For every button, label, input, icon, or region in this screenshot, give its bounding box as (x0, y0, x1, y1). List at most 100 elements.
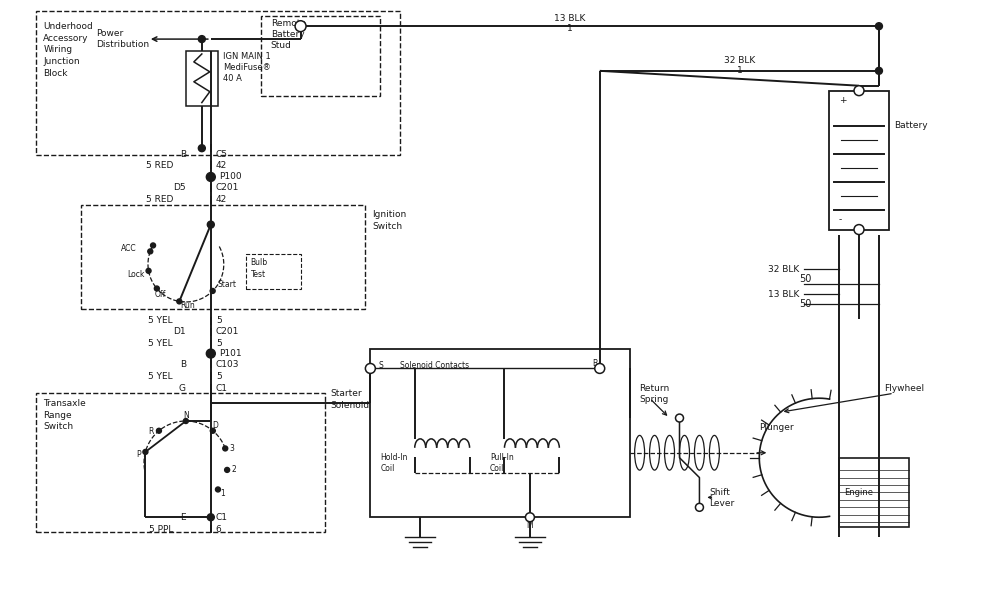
Text: 1: 1 (567, 24, 573, 33)
Text: P100: P100 (219, 172, 241, 181)
Text: 5: 5 (216, 316, 222, 325)
Text: 3: 3 (229, 444, 234, 453)
Text: Transaxle: Transaxle (43, 399, 86, 408)
Circle shape (854, 225, 864, 234)
Bar (246, 254, 301, 289)
Text: Remote: Remote (271, 19, 306, 28)
Circle shape (154, 286, 159, 291)
Text: Flywheel: Flywheel (884, 384, 924, 393)
Bar (839, 457, 909, 527)
Text: Battery: Battery (894, 121, 928, 130)
Text: 5: 5 (216, 372, 222, 381)
Text: C5: C5 (216, 150, 228, 158)
Bar (370, 349, 630, 517)
Circle shape (207, 514, 214, 521)
Text: M: M (527, 521, 533, 530)
Circle shape (183, 419, 188, 423)
Text: Underhood: Underhood (43, 22, 93, 30)
Text: B: B (180, 150, 186, 158)
Text: D: D (212, 421, 218, 430)
Circle shape (875, 23, 882, 30)
Text: Coil: Coil (380, 464, 395, 473)
Text: Ignition: Ignition (372, 210, 407, 219)
Text: 50: 50 (799, 274, 812, 284)
Text: E: E (180, 512, 186, 521)
Text: 40 A: 40 A (223, 74, 242, 83)
Circle shape (156, 428, 161, 433)
Text: P101: P101 (219, 349, 241, 358)
Text: C1: C1 (216, 512, 228, 521)
Bar (829, 91, 889, 230)
Text: Lock: Lock (127, 270, 144, 279)
Text: D1: D1 (173, 327, 186, 336)
Text: G: G (179, 384, 186, 393)
Text: C1: C1 (216, 384, 228, 393)
Text: Switch: Switch (43, 422, 73, 432)
Text: Spring: Spring (640, 395, 669, 404)
Text: 13 BLK: 13 BLK (768, 289, 799, 298)
Text: ACC: ACC (121, 244, 137, 253)
Text: C201: C201 (216, 327, 239, 336)
Text: Lever: Lever (709, 499, 735, 508)
Text: 1: 1 (736, 66, 742, 75)
Circle shape (148, 249, 153, 254)
Text: Wiring: Wiring (43, 45, 72, 54)
Circle shape (198, 145, 205, 152)
Text: Pull-In: Pull-In (490, 453, 514, 462)
Text: B: B (592, 359, 597, 368)
Text: Starter: Starter (330, 389, 362, 398)
Circle shape (223, 446, 228, 451)
Circle shape (215, 487, 220, 492)
Text: Battery: Battery (271, 30, 304, 39)
Text: S: S (378, 361, 383, 370)
Text: D5: D5 (173, 184, 186, 193)
Text: 50: 50 (799, 299, 812, 309)
Text: 32 BLK: 32 BLK (768, 265, 799, 274)
Circle shape (210, 288, 215, 294)
Bar (186, 51, 218, 106)
Text: Power: Power (96, 29, 123, 38)
Text: Return: Return (640, 384, 670, 393)
Text: 5 YEL: 5 YEL (148, 372, 173, 381)
Text: Test: Test (251, 270, 266, 279)
Text: Engine: Engine (844, 488, 873, 497)
Circle shape (146, 269, 151, 273)
Text: Solenoid: Solenoid (330, 401, 370, 410)
Text: Plunger: Plunger (759, 423, 794, 432)
Circle shape (525, 512, 534, 521)
Circle shape (206, 172, 215, 181)
Circle shape (695, 504, 703, 511)
Text: Solenoid Contacts: Solenoid Contacts (400, 361, 469, 370)
Text: Bulb: Bulb (251, 258, 268, 267)
Text: 5: 5 (216, 339, 222, 348)
Text: 42: 42 (216, 196, 227, 205)
Text: Accessory: Accessory (43, 33, 89, 42)
Text: 5 PPL: 5 PPL (149, 524, 173, 533)
Circle shape (365, 364, 375, 373)
Text: 2: 2 (231, 465, 236, 474)
Text: 5 YEL: 5 YEL (148, 316, 173, 325)
Bar (261, 16, 380, 96)
Text: -: - (839, 215, 842, 224)
Text: Hold-In: Hold-In (380, 453, 408, 462)
Circle shape (295, 21, 306, 32)
Circle shape (676, 414, 683, 422)
Text: MediFuse®: MediFuse® (223, 63, 271, 72)
Text: Switch: Switch (372, 222, 402, 231)
Circle shape (206, 349, 215, 358)
Text: Range: Range (43, 411, 72, 420)
Text: 5 RED: 5 RED (146, 161, 173, 170)
Text: Off: Off (154, 291, 166, 300)
Text: 32 BLK: 32 BLK (724, 56, 755, 65)
Text: 5 RED: 5 RED (146, 196, 173, 205)
Circle shape (198, 36, 205, 42)
Circle shape (225, 468, 230, 472)
Text: C201: C201 (216, 184, 239, 193)
Text: N: N (183, 411, 189, 420)
Bar (36, 11, 400, 155)
Text: Junction: Junction (43, 57, 80, 66)
Text: B: B (180, 360, 186, 369)
Text: Start: Start (217, 280, 236, 289)
Text: Distribution: Distribution (96, 39, 149, 48)
Text: 5 YEL: 5 YEL (148, 339, 173, 348)
